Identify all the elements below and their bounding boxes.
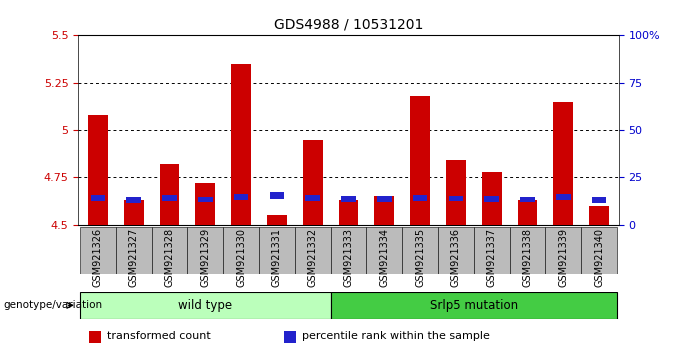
Bar [80, 227, 116, 274]
Bar [195, 183, 215, 225]
Bar [267, 215, 287, 225]
Text: GSM921330: GSM921330 [236, 228, 246, 287]
Bar [367, 227, 402, 274]
Bar [89, 331, 101, 343]
Bar [402, 227, 438, 274]
Bar [341, 196, 356, 202]
Text: genotype/variation: genotype/variation [3, 300, 103, 310]
Bar [126, 197, 141, 203]
Bar [517, 200, 537, 225]
Bar [410, 96, 430, 225]
Bar [556, 194, 571, 200]
Bar [284, 331, 296, 343]
Bar [198, 197, 213, 202]
Bar [160, 164, 180, 225]
Text: GSM921335: GSM921335 [415, 228, 425, 287]
Text: GSM921334: GSM921334 [379, 228, 390, 287]
Text: GSM921336: GSM921336 [451, 228, 461, 287]
Bar [124, 200, 143, 225]
Text: GSM921340: GSM921340 [594, 228, 604, 287]
Title: GDS4988 / 10531201: GDS4988 / 10531201 [274, 17, 423, 32]
Bar [305, 195, 320, 201]
Bar [554, 102, 573, 225]
Bar [231, 64, 251, 225]
Bar [162, 195, 177, 201]
Bar [88, 115, 107, 225]
Bar [339, 200, 358, 225]
Bar [590, 206, 609, 225]
Bar [269, 192, 284, 199]
Bar [438, 227, 474, 274]
Text: Srlp5 mutation: Srlp5 mutation [430, 299, 518, 312]
Text: GSM921332: GSM921332 [307, 228, 318, 287]
Bar [295, 227, 330, 274]
Bar [446, 160, 466, 225]
Bar [520, 197, 535, 202]
Bar [474, 227, 509, 274]
Bar [592, 197, 607, 203]
Bar [545, 227, 581, 274]
Bar [223, 227, 259, 274]
Bar [303, 139, 322, 225]
Text: GSM921337: GSM921337 [487, 228, 496, 287]
Bar [259, 227, 295, 274]
Bar [152, 227, 188, 274]
Bar [413, 195, 428, 201]
Bar [90, 195, 105, 201]
Bar [80, 292, 330, 319]
Text: GSM921331: GSM921331 [272, 228, 282, 287]
Text: GSM921333: GSM921333 [343, 228, 354, 287]
Bar [116, 227, 152, 274]
Bar [330, 292, 617, 319]
Bar [484, 196, 499, 202]
Bar [188, 227, 223, 274]
Bar [377, 196, 392, 202]
Text: GSM921338: GSM921338 [522, 228, 532, 287]
Text: GSM921327: GSM921327 [129, 228, 139, 287]
Text: GSM921326: GSM921326 [93, 228, 103, 287]
Text: wild type: wild type [178, 299, 233, 312]
Text: transformed count: transformed count [107, 331, 211, 341]
Bar [581, 227, 617, 274]
Text: GSM921328: GSM921328 [165, 228, 175, 287]
Text: GSM921339: GSM921339 [558, 228, 568, 287]
Bar [509, 227, 545, 274]
Bar [375, 196, 394, 225]
Text: GSM921329: GSM921329 [201, 228, 210, 287]
Bar [330, 227, 367, 274]
Bar [234, 194, 248, 200]
Text: percentile rank within the sample: percentile rank within the sample [302, 331, 490, 341]
Bar [449, 196, 463, 201]
Bar [482, 172, 502, 225]
